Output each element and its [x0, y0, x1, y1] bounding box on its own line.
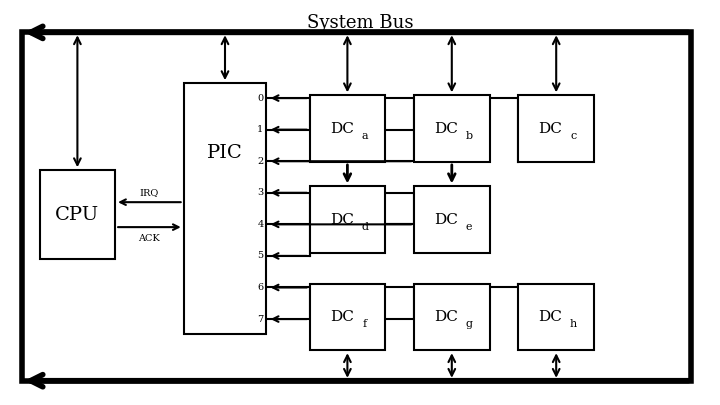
Text: System Bus: System Bus	[307, 14, 413, 32]
Text: g: g	[466, 319, 472, 329]
Bar	[184, 83, 266, 334]
Text: CPU: CPU	[55, 206, 99, 224]
Bar	[22, 32, 691, 381]
Bar	[310, 284, 385, 350]
Text: ACK: ACK	[138, 234, 161, 243]
Text: 5: 5	[257, 252, 264, 260]
Text: DC: DC	[330, 122, 354, 136]
Text: 7: 7	[257, 315, 264, 324]
Text: DC: DC	[434, 122, 458, 136]
Bar	[310, 186, 385, 253]
Text: DC: DC	[434, 310, 458, 324]
Text: DC: DC	[330, 310, 354, 324]
Text: b: b	[466, 131, 472, 141]
Text: DC: DC	[539, 310, 562, 324]
Bar	[414, 284, 490, 350]
Text: DC: DC	[330, 213, 354, 227]
Bar	[40, 170, 115, 259]
Bar	[414, 186, 490, 253]
Text: 2: 2	[257, 157, 264, 166]
Bar	[518, 284, 594, 350]
Text: PIC: PIC	[207, 144, 243, 162]
Bar	[310, 95, 385, 162]
Text: DC: DC	[539, 122, 562, 136]
Text: 4: 4	[257, 220, 264, 229]
Text: e: e	[466, 222, 472, 232]
Text: DC: DC	[434, 213, 458, 227]
Text: 3: 3	[257, 188, 264, 197]
Text: a: a	[361, 131, 368, 141]
Text: f: f	[363, 319, 366, 329]
Text: h: h	[570, 319, 577, 329]
Text: 6: 6	[257, 283, 264, 292]
Text: 0: 0	[257, 94, 264, 102]
Text: 1: 1	[257, 125, 264, 134]
Bar	[414, 95, 490, 162]
Bar	[518, 95, 594, 162]
Text: c: c	[570, 131, 577, 141]
Text: d: d	[361, 222, 368, 232]
Text: IRQ: IRQ	[140, 188, 159, 197]
